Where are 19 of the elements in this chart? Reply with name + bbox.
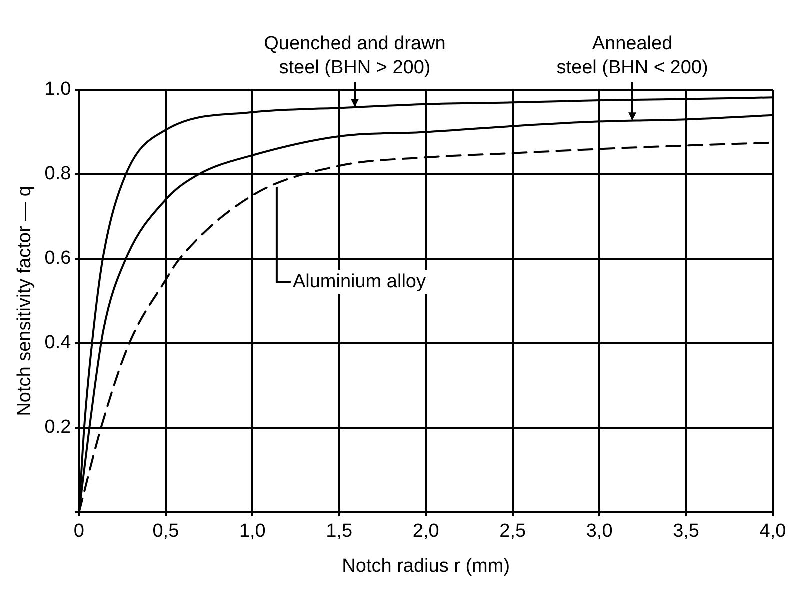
annotation: Annealed steel (BHN < 200)	[556, 34, 708, 79]
y-tick-label: 0.2	[44, 417, 72, 438]
x-tick-label: 3,5	[673, 521, 700, 542]
y-axis-title: Notch sensitivity factor — q	[14, 186, 36, 416]
y-tick-label: 1.0	[44, 79, 72, 100]
x-tick-label: 1,0	[239, 521, 266, 542]
y-tick-label: 0.4	[44, 332, 72, 354]
annotation: Aluminium alloy	[292, 271, 426, 292]
y-tick-label: 0.6	[44, 248, 72, 270]
x-tick-label: 4,0	[760, 521, 786, 542]
y-tick-label: 0.8	[44, 164, 72, 185]
x-tick-label: 3,0	[586, 521, 613, 542]
x-tick-label: 0	[74, 521, 84, 542]
x-tick-label: 2,5	[500, 521, 526, 542]
annotation: Quenched and drawn steel (BHN > 200)	[264, 34, 446, 79]
x-tick-label: 2,0	[412, 521, 440, 542]
x-tick-label: 1,5	[326, 521, 353, 542]
x-tick-label: 0,5	[152, 521, 180, 542]
x-axis-title: Notch radius r (mm)	[342, 556, 510, 577]
